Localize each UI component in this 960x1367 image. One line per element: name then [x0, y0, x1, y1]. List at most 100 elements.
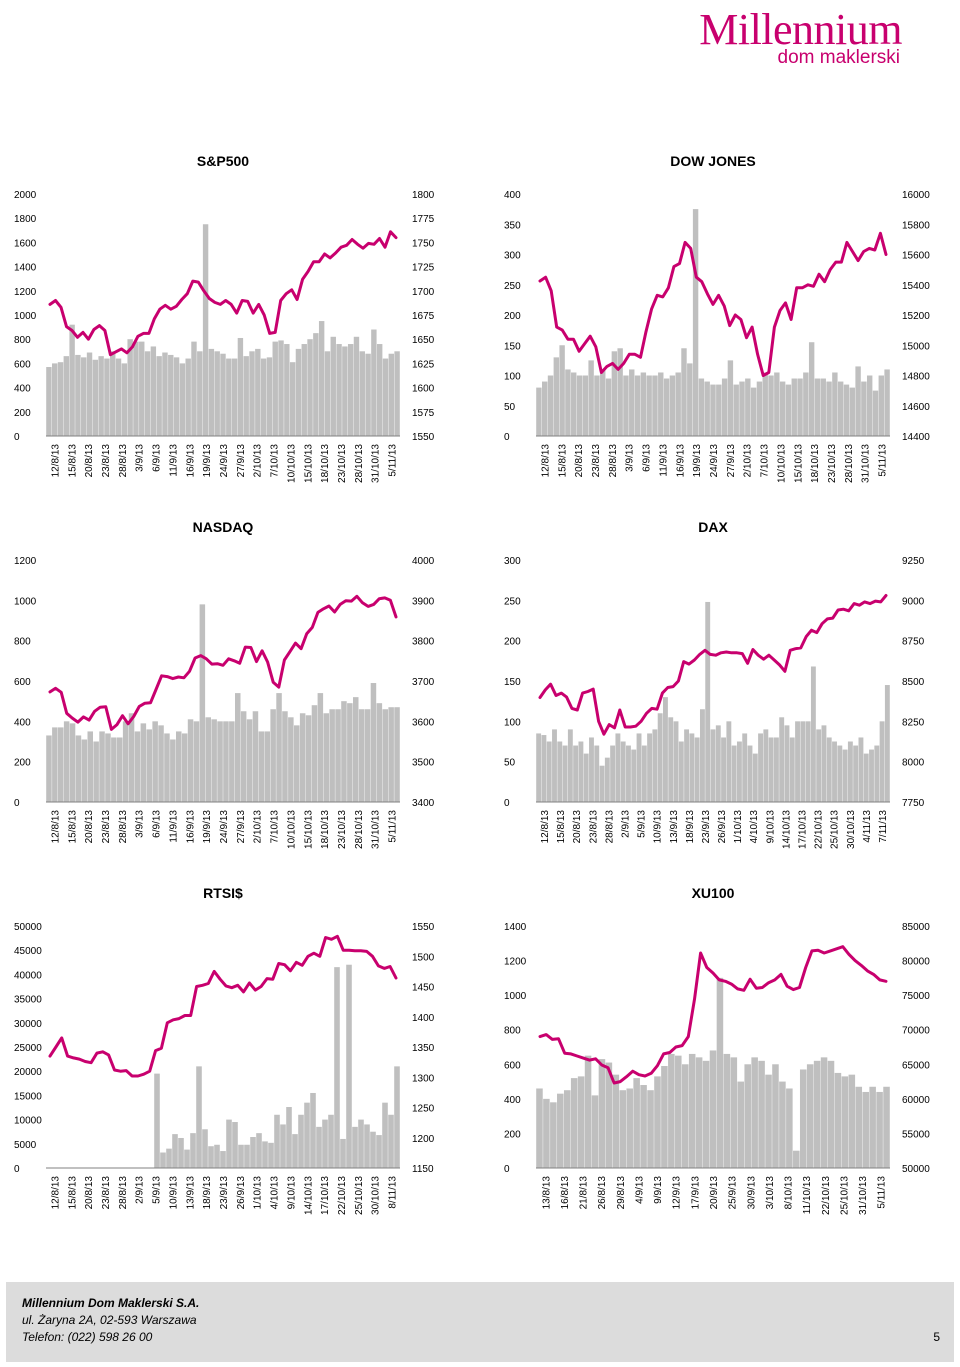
volume-bar	[789, 737, 795, 802]
x-tick-label: 20/9/13	[709, 1176, 720, 1210]
volume-bar	[668, 717, 674, 802]
x-tick-label: 7/10/13	[270, 810, 281, 844]
left-tick-label: 400	[14, 717, 31, 728]
volume-bar	[762, 372, 768, 436]
volume-bar	[826, 381, 832, 436]
volume-bar	[202, 1129, 208, 1168]
volume-bar	[675, 372, 681, 436]
volume-bar	[562, 745, 568, 802]
volume-bar	[394, 351, 400, 436]
volume-bar	[577, 1076, 585, 1168]
volume-bar	[324, 351, 331, 436]
chart-svg: XU100 0 200 400 600 800 1000 1200 1400 50000 55000…	[504, 885, 930, 1215]
volume-bar	[286, 1107, 292, 1168]
volume-bar	[765, 1074, 772, 1168]
volume-bar	[553, 357, 560, 436]
left-tick-label: 2000	[14, 190, 37, 201]
volume-bar	[244, 1144, 250, 1168]
volume-bar	[260, 358, 267, 436]
x-tick-label: 24/9/13	[219, 444, 230, 478]
right-tick-label: 50000	[902, 1164, 930, 1175]
volume-bar	[636, 733, 642, 802]
volume-bar	[117, 737, 123, 802]
volume-bar	[347, 703, 353, 802]
volume-bar	[726, 721, 732, 802]
volume-bar	[779, 717, 785, 802]
volume-bar	[276, 693, 282, 802]
volume-bar	[346, 964, 352, 1168]
x-tick-label: 10/10/13	[776, 444, 787, 483]
volume-bar	[730, 1057, 738, 1168]
volume-bar	[536, 733, 542, 802]
volume-bar	[352, 1126, 358, 1168]
volume-bar	[341, 701, 347, 802]
volume-bar	[681, 348, 687, 436]
volume-bar	[673, 721, 679, 802]
x-tick-label: 2/10/13	[743, 444, 754, 478]
volume-bar	[546, 741, 552, 802]
x-tick-label: 13/9/13	[185, 1176, 196, 1210]
x-tick-label: 26/9/13	[717, 810, 728, 844]
volume-bar	[768, 375, 774, 436]
right-tick-label: 1150	[412, 1164, 434, 1175]
volume-bar	[284, 344, 290, 436]
volume-bar	[140, 723, 147, 802]
x-tick-label: 30/9/13	[746, 1176, 757, 1210]
volume-bar	[99, 731, 105, 802]
volume-bar	[388, 1114, 394, 1168]
left-tick-label: 0	[504, 798, 510, 809]
volume-bar	[205, 717, 211, 802]
volume-bar	[104, 358, 110, 436]
volume-bar	[237, 337, 244, 436]
volume-bar	[861, 381, 867, 436]
volume-bar	[687, 363, 693, 436]
volume-bar	[178, 1137, 184, 1168]
x-tick-label: 3/9/13	[135, 810, 146, 838]
x-tick-label: 7/10/13	[760, 444, 771, 478]
x-tick-label: 2/10/13	[253, 444, 264, 478]
x-tick-label: 12/8/13	[540, 444, 551, 478]
x-tick-label: 28/8/13	[118, 810, 129, 844]
volume-bar	[255, 348, 261, 436]
volume-bar	[576, 375, 583, 436]
volume-bar	[641, 745, 647, 802]
x-tick-label: 2/9/13	[621, 810, 632, 838]
volume-bar	[736, 741, 742, 802]
x-tick-label: 18/9/13	[685, 810, 696, 844]
volume-bar	[146, 729, 152, 802]
right-tick-label: 1300	[412, 1073, 435, 1084]
volume-bar	[744, 1064, 751, 1168]
volume-bar	[826, 737, 832, 802]
volume-bar	[229, 721, 235, 802]
price-line	[538, 945, 888, 1085]
x-tick-label: 22/10/13	[814, 810, 825, 849]
right-tick-label: 1350	[412, 1043, 435, 1054]
volume-bar	[640, 1085, 647, 1168]
volume-bar	[311, 705, 318, 802]
volume-bar	[347, 344, 354, 436]
volume-bar	[542, 381, 548, 436]
volume-bar	[121, 363, 128, 436]
volume-bar	[647, 1090, 654, 1168]
volume-bar	[620, 741, 626, 802]
chart-title: DAX	[698, 519, 728, 535]
x-tick-label: 18/10/13	[810, 444, 821, 483]
volume-bar	[158, 725, 164, 802]
x-tick-label: 9/9/13	[653, 1176, 664, 1204]
volume-bar	[694, 737, 700, 802]
x-tick-label: 9/10/13	[286, 1176, 297, 1210]
volume-bar	[578, 741, 584, 802]
volume-bar	[668, 1053, 675, 1168]
volume-bar	[745, 378, 751, 436]
volume-bar	[583, 753, 589, 802]
x-tick-label: 5/9/13	[152, 1176, 163, 1204]
volume-bar	[557, 1093, 564, 1168]
volume-bar	[543, 1098, 550, 1168]
volume-bar	[164, 733, 170, 802]
volume-bar	[144, 351, 151, 436]
volume-bar	[779, 1081, 786, 1168]
right-tick-label: 85000	[902, 922, 930, 933]
x-tick-label: 30/10/13	[846, 810, 857, 849]
x-tick-label: 18/9/13	[202, 1176, 213, 1210]
x-tick-label: 15/8/13	[67, 810, 78, 844]
